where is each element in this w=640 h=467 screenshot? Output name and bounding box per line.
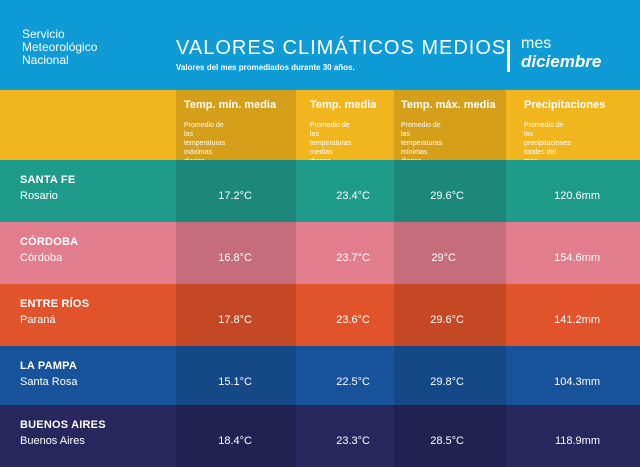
desc-line: temperaturas: [310, 140, 352, 147]
organization-name: Servicio Meteorológico Nacional: [22, 28, 97, 67]
temp-mean-value: 23.3°C: [336, 435, 370, 447]
column-title: Precipitaciones: [524, 99, 606, 111]
province-name: CÓRDOBA: [20, 236, 79, 248]
column-title: Temp. máx. media: [401, 99, 496, 111]
org-line: Nacional: [22, 53, 69, 67]
org-line: Meteorológico: [22, 40, 98, 54]
row-shade: [176, 405, 296, 467]
desc-line: Promedio de las: [524, 122, 564, 138]
precip-value: 120.6mm: [554, 190, 600, 202]
city-name: Córdoba: [20, 252, 63, 264]
precip-value: 154.6mm: [554, 252, 600, 264]
province-name: ENTRE RÍOS: [20, 298, 90, 310]
desc-line: precipitaciones: [524, 140, 571, 147]
table-row: LA PAMPA Santa Rosa 15.1°C 22.5°C 29.8°C…: [0, 346, 640, 408]
temp-mean-value: 22.5°C: [336, 376, 370, 388]
page-subtitle: Valores del mes promediados durante 30 a…: [176, 63, 355, 72]
temp-max-value: 29°C: [431, 252, 456, 264]
temp-max-value: 29.6°C: [430, 190, 464, 202]
temp-mean-value: 23.7°C: [336, 252, 370, 264]
table-row: CÓRDOBA Córdoba 16.8°C 23.7°C 29°C 154.6…: [0, 222, 640, 284]
temp-max-value: 29.8°C: [430, 376, 464, 388]
precip-value: 118.9mm: [554, 435, 600, 447]
column-title: Temp. media: [310, 99, 377, 111]
table-row: BUENOS AIRES Buenos Aires 18.4°C 23.3°C …: [0, 405, 640, 467]
province-name: BUENOS AIRES: [20, 419, 106, 431]
row-shade: [176, 160, 296, 222]
temp-mean-value: 23.4°C: [336, 190, 370, 202]
row-shade: [176, 346, 296, 408]
row-shade: [394, 405, 506, 467]
table-row: SANTA FE Rosario 17.2°C 23.4°C 29.6°C 12…: [0, 160, 640, 222]
row-shade: [394, 346, 506, 408]
row-shade: [394, 222, 506, 284]
precip-value: 141.2mm: [554, 314, 600, 326]
desc-line: Promedio de las: [310, 122, 350, 138]
column-shade: [394, 90, 506, 160]
month-value: diciembre: [521, 52, 602, 71]
temp-min-value: 17.2°C: [218, 190, 252, 202]
row-shade: [394, 284, 506, 346]
temp-max-value: 29.6°C: [430, 314, 464, 326]
desc-line: Promedio de las: [401, 122, 441, 138]
temp-max-value: 28.5°C: [430, 435, 464, 447]
column-shade: [176, 90, 296, 160]
temp-min-value: 16.8°C: [218, 252, 252, 264]
temp-min-value: 17.8°C: [218, 314, 252, 326]
temp-min-value: 18.4°C: [218, 435, 252, 447]
desc-line: temperaturas: [184, 140, 226, 147]
org-line: Servicio: [22, 27, 65, 41]
city-name: Paraná: [20, 314, 56, 326]
province-name: LA PAMPA: [20, 360, 78, 372]
page-title: VALORES CLIMÁTICOS MEDIOS: [176, 37, 507, 59]
city-name: Santa Rosa: [20, 376, 78, 388]
header: Servicio Meteorológico Nacional VALORES …: [0, 0, 640, 90]
row-shade: [176, 284, 296, 346]
city-name: Buenos Aires: [20, 435, 85, 447]
column-title: Temp. mín. media: [184, 99, 277, 111]
desc-line: Promedio de las: [184, 122, 224, 138]
row-shade: [176, 222, 296, 284]
column-header-band: Temp. mín. media Promedio de las tempera…: [0, 90, 640, 165]
desc-line: temperaturas: [401, 140, 443, 147]
city-name: Rosario: [20, 190, 58, 202]
province-name: SANTA FE: [20, 174, 76, 186]
temp-mean-value: 23.6°C: [336, 314, 370, 326]
row-shade: [394, 160, 506, 222]
temp-min-value: 15.1°C: [218, 376, 252, 388]
divider: [507, 40, 510, 72]
table-row: ENTRE RÍOS Paraná 17.8°C 23.6°C 29.6°C 1…: [0, 284, 640, 346]
month-label: mes: [521, 35, 552, 52]
precip-value: 104.3mm: [554, 376, 600, 388]
